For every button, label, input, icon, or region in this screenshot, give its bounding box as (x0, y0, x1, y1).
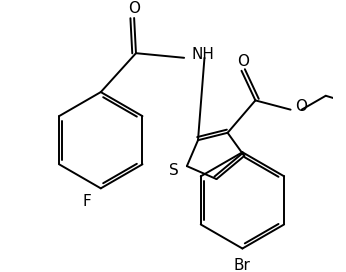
Text: S: S (169, 163, 179, 178)
Text: Br: Br (234, 258, 251, 272)
Text: O: O (295, 99, 307, 115)
Text: NH: NH (192, 47, 215, 62)
Text: F: F (83, 194, 92, 209)
Text: O: O (237, 54, 249, 69)
Text: O: O (128, 1, 140, 16)
